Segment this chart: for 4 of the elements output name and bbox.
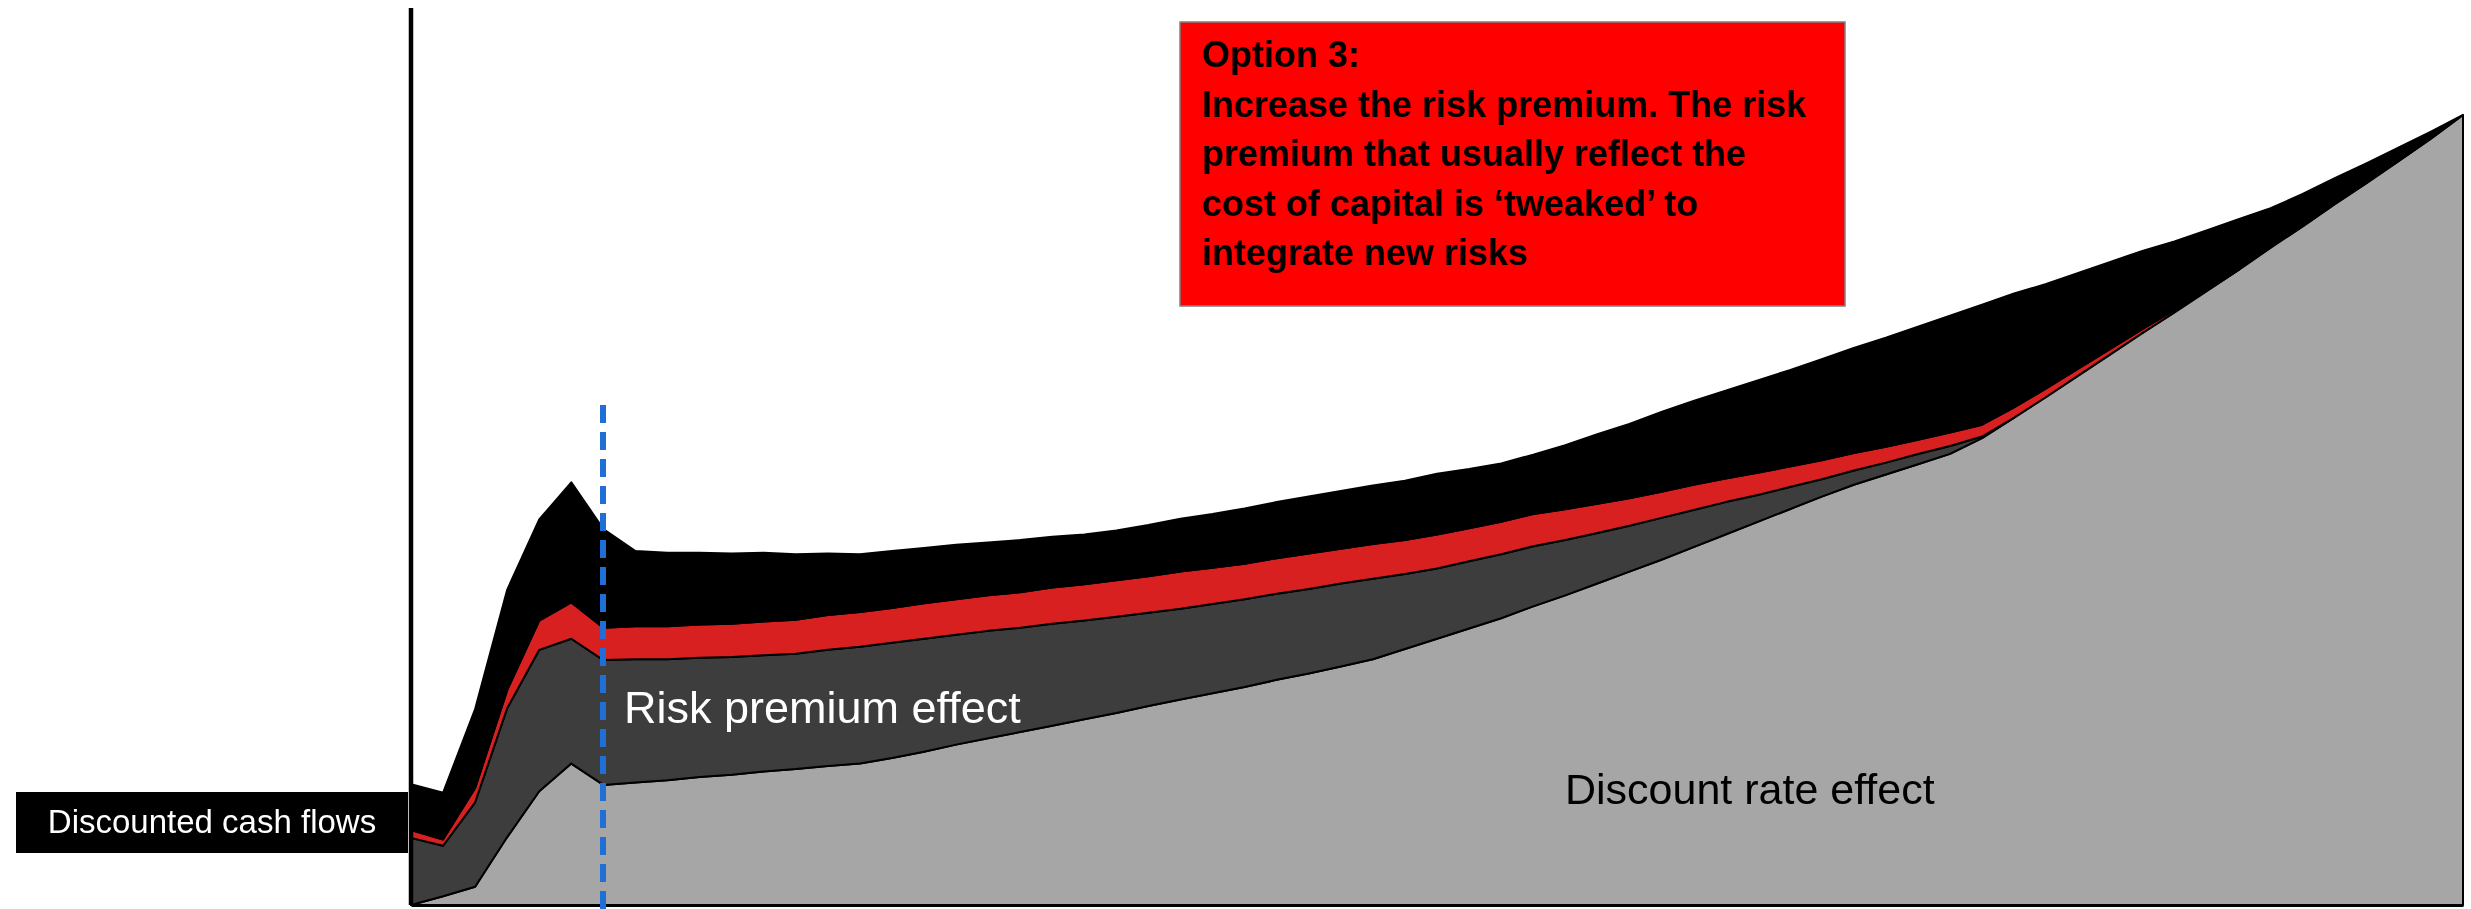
series-label: Discounted cash flows [47,803,377,840]
series-label: Risk premium effect [624,682,1022,733]
annotation: Option 3: Increase the risk premium. The risk premium that usually reflect the cost of capital is ‘tweaked’ to integrate new risks [1202,34,1808,273]
series-label: Discount rate effect [1565,765,1935,813]
